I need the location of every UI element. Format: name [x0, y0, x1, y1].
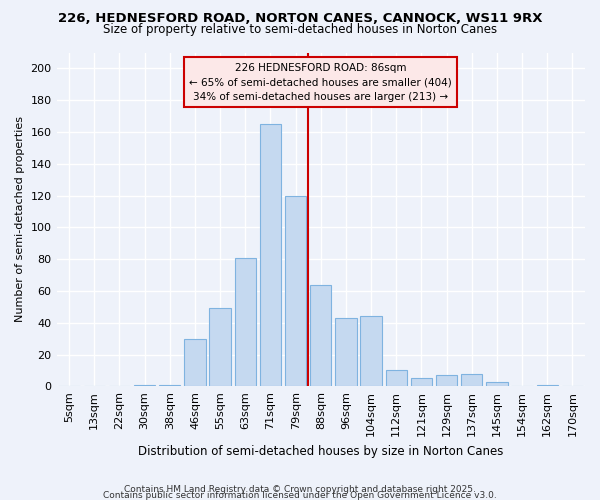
Text: 226, HEDNESFORD ROAD, NORTON CANES, CANNOCK, WS11 9RX: 226, HEDNESFORD ROAD, NORTON CANES, CANN… — [58, 12, 542, 26]
Bar — [335, 318, 356, 386]
Bar — [361, 316, 382, 386]
Bar — [536, 384, 558, 386]
Bar — [134, 384, 155, 386]
Bar — [235, 258, 256, 386]
Bar — [209, 308, 231, 386]
Text: Size of property relative to semi-detached houses in Norton Canes: Size of property relative to semi-detach… — [103, 22, 497, 36]
Y-axis label: Number of semi-detached properties: Number of semi-detached properties — [15, 116, 25, 322]
Bar — [486, 382, 508, 386]
Bar — [436, 375, 457, 386]
Text: 226 HEDNESFORD ROAD: 86sqm
← 65% of semi-detached houses are smaller (404)
34% o: 226 HEDNESFORD ROAD: 86sqm ← 65% of semi… — [190, 62, 452, 102]
Text: Contains public sector information licensed under the Open Government Licence v3: Contains public sector information licen… — [103, 491, 497, 500]
Bar — [260, 124, 281, 386]
Bar — [285, 196, 307, 386]
Bar — [184, 338, 206, 386]
Text: Contains HM Land Registry data © Crown copyright and database right 2025.: Contains HM Land Registry data © Crown c… — [124, 485, 476, 494]
Bar — [411, 378, 432, 386]
Bar — [310, 284, 331, 386]
Bar — [461, 374, 482, 386]
Bar — [159, 384, 181, 386]
X-axis label: Distribution of semi-detached houses by size in Norton Canes: Distribution of semi-detached houses by … — [138, 444, 503, 458]
Bar — [386, 370, 407, 386]
